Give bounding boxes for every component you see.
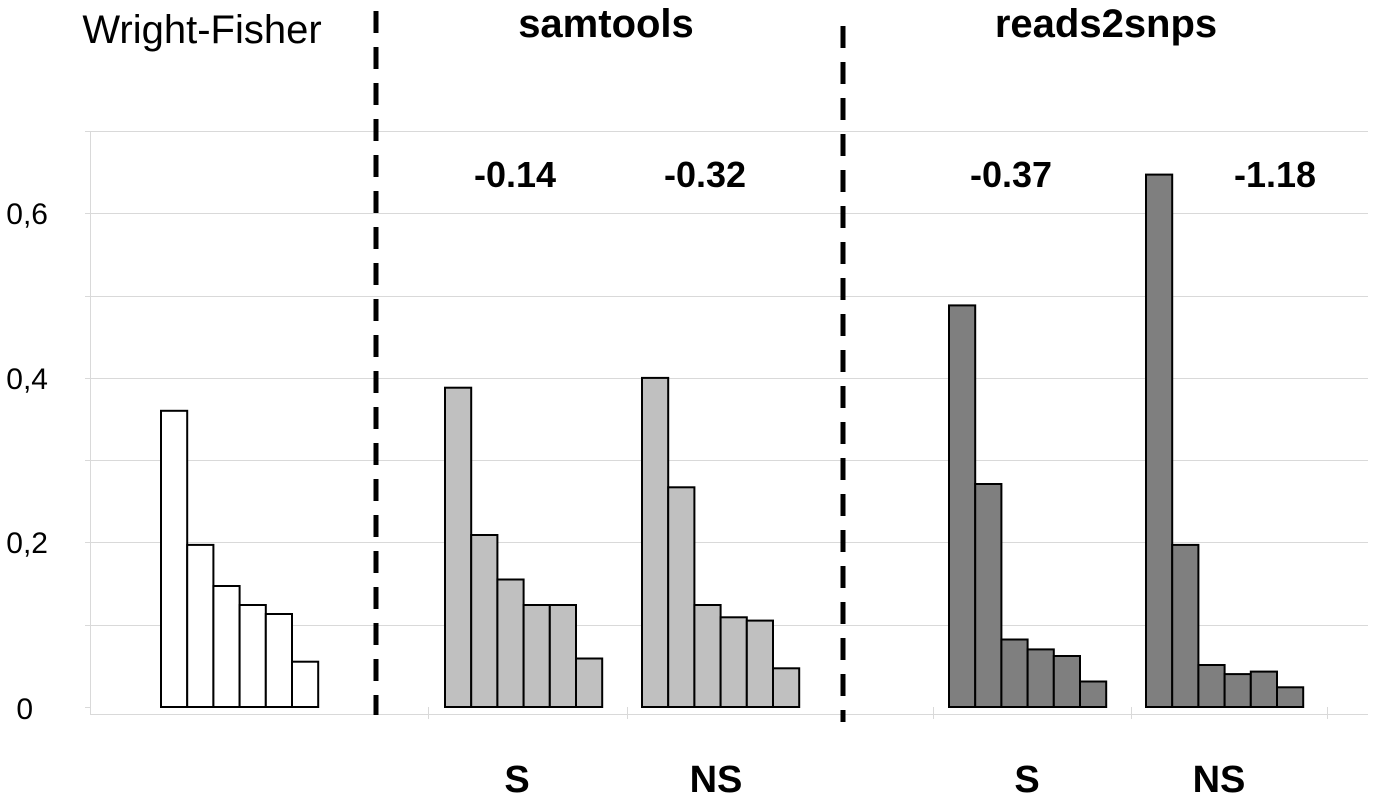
group-label-reads2snps-s: S — [1014, 759, 1039, 800]
bar — [522, 604, 551, 708]
annotation-samtools-ns: -0.32 — [664, 154, 746, 195]
bar — [291, 660, 320, 709]
bar-group-1 — [444, 386, 604, 708]
bar — [1145, 173, 1174, 709]
bar — [1000, 638, 1029, 708]
axes — [85, 131, 1368, 719]
bar — [974, 483, 1003, 708]
bar — [948, 304, 977, 708]
bar — [212, 585, 241, 708]
bar — [575, 657, 604, 708]
bar — [1026, 648, 1055, 709]
group-label-samtools-s: S — [504, 759, 529, 800]
gridlines — [90, 131, 1368, 626]
bar — [693, 604, 722, 708]
bar-group-2 — [641, 376, 801, 708]
bar — [548, 604, 577, 708]
bar — [667, 486, 696, 708]
bar — [496, 578, 525, 708]
bar-group-0 — [160, 409, 320, 709]
panel-dividers — [373, 11, 846, 722]
bar — [641, 376, 670, 708]
bar — [1223, 673, 1252, 708]
bar — [186, 543, 215, 709]
bar — [1276, 686, 1305, 708]
bars — [160, 173, 1305, 709]
annotation-reads2snps-s: -0.37 — [970, 154, 1052, 195]
bar — [772, 667, 801, 708]
bar — [745, 619, 774, 708]
bar — [160, 409, 189, 708]
bar — [1197, 664, 1226, 708]
bar-group-4 — [1145, 173, 1305, 709]
y-tick-label-0-6: 0,6 — [6, 198, 48, 231]
bar — [238, 604, 267, 708]
annotation-reads2snps-ns: -1.18 — [1234, 154, 1316, 195]
y-tick-label-0-4: 0,4 — [6, 363, 48, 396]
bar — [1171, 543, 1200, 709]
panel-title-wright-fisher: Wright-Fisher — [82, 8, 321, 52]
panel-title-reads2snps: reads2snps — [995, 2, 1217, 46]
y-tick-label-0-2: 0,2 — [6, 527, 48, 560]
group-label-reads2snps-ns: NS — [1193, 759, 1246, 800]
panel-title-samtools: samtools — [518, 2, 694, 46]
bar — [1249, 670, 1279, 708]
group-label-samtools-ns: NS — [690, 759, 743, 800]
bar — [470, 534, 499, 708]
bar — [1052, 655, 1082, 708]
bar — [264, 613, 293, 708]
bar — [1079, 680, 1108, 708]
bar — [444, 386, 473, 708]
bar-group-3 — [948, 304, 1108, 709]
bar — [719, 616, 748, 708]
annotation-samtools-s: -0.14 — [474, 154, 556, 195]
labels: Wright-Fisher samtools reads2snps -0.14 … — [6, 2, 1316, 800]
y-tick-label-0: 0 — [16, 693, 33, 726]
